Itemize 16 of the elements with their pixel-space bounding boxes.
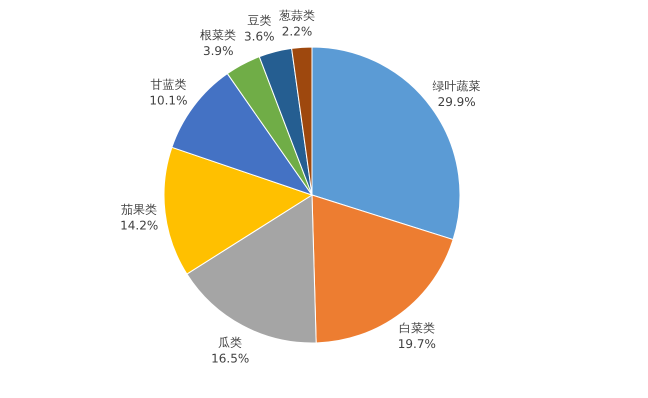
data-label: 19.7% [398,336,436,351]
slice-label: 瓜类 [218,336,242,350]
slice-label: 绿叶蔬菜 [432,79,481,94]
data-label: 10.1% [149,93,188,108]
slice-label: 豆类 [247,13,272,28]
data-label: 3.9% [202,44,234,58]
data-label: 29.9% [438,95,476,110]
slice-label: 根菜类 [200,28,236,42]
slice-label: 白菜类 [398,320,435,335]
slice-label: 茄果类 [121,202,158,216]
data-label: 3.6% [244,29,275,44]
slice-label: 甘蓝类 [150,77,186,92]
data-label: 16.5% [211,352,250,366]
data-label: 14.2% [120,218,158,232]
slice-label: 葱蒜类 [279,8,316,22]
data-label: 2.2% [282,24,312,38]
